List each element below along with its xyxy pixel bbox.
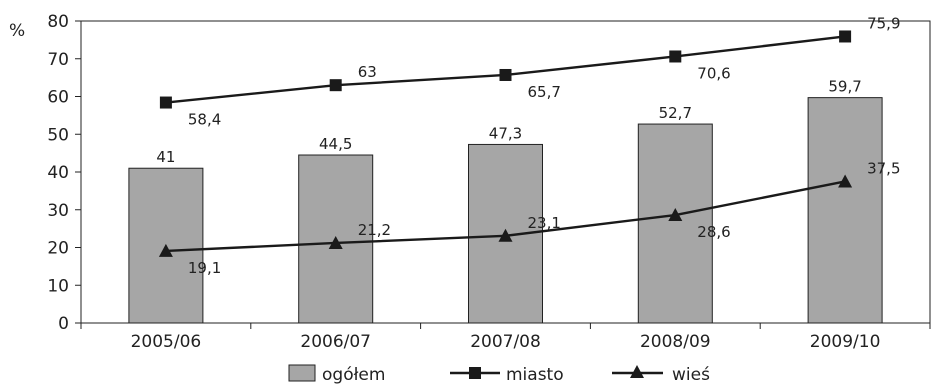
wies-data-label: 37,5 — [867, 159, 900, 177]
triangle-marker — [158, 243, 173, 257]
data-labels-group: 41 44,5 47,3 52,7 59,7 58,4 63 65,7 70,6 75,9 19,1… — [156, 14, 900, 276]
legend-square-marker — [469, 367, 481, 379]
lines-group — [158, 30, 853, 257]
wies-data-label: 23,1 — [528, 214, 561, 232]
square-marker — [159, 96, 172, 109]
y-tick-label: 70 — [47, 50, 69, 70]
miasto-data-label: 58,4 — [188, 111, 221, 129]
bar-data-label: 59,7 — [828, 78, 861, 96]
legend-label-wies: wieś — [672, 365, 710, 385]
legend-label-ogolem: ogółem — [322, 365, 385, 385]
triangle-marker — [668, 208, 683, 222]
miasto-data-label: 63 — [358, 63, 377, 81]
axes-group: 0 10 20 30 40 50 60 70 80 2005/06 2006/07 2007/08 20… — [47, 12, 931, 352]
y-tick-label: 10 — [47, 276, 69, 296]
miasto-data-label: 70,6 — [697, 64, 730, 82]
square-marker — [499, 68, 512, 81]
legend-bar-swatch — [288, 364, 316, 382]
bar-data-label: 52,7 — [659, 104, 692, 122]
bar — [128, 167, 204, 324]
miasto-data-label: 75,9 — [867, 14, 900, 32]
y-tick-label: 40 — [47, 163, 69, 183]
wies-data-label: 19,1 — [188, 259, 221, 277]
square-marker — [669, 50, 682, 63]
triangle-marker — [498, 228, 513, 242]
x-tick-label: 2008/09 — [640, 332, 711, 352]
y-tick-label: 20 — [47, 239, 69, 259]
bar — [807, 97, 883, 324]
x-tick-label: 2007/08 — [470, 332, 541, 352]
miasto-data-label: 65,7 — [528, 83, 561, 101]
y-tick-label: 60 — [47, 88, 69, 108]
bar-data-label: 47,3 — [489, 124, 522, 142]
x-tick-label: 2006/07 — [300, 332, 371, 352]
y-tick-label: 0 — [58, 314, 69, 334]
bar — [637, 123, 713, 324]
y-axis-label: % — [9, 21, 25, 41]
square-marker — [329, 79, 342, 92]
y-tick-label: 80 — [47, 12, 69, 32]
legend: ogółem miasto wieś — [288, 364, 710, 385]
triangle-marker — [838, 174, 853, 188]
wies-data-label: 21,2 — [358, 221, 391, 239]
x-tick-label: 2005/06 — [131, 332, 202, 352]
wies-data-label: 28,6 — [697, 223, 730, 241]
y-tick-label: 50 — [47, 125, 69, 145]
x-tick-label: 2009/10 — [810, 332, 881, 352]
legend-label-miasto: miasto — [506, 365, 564, 385]
square-marker — [839, 30, 852, 43]
bar-data-label: 44,5 — [319, 135, 352, 153]
y-tick-label: 30 — [47, 201, 69, 221]
legend-triangle-marker — [630, 365, 644, 378]
triangle-marker — [328, 235, 343, 249]
bar-data-label: 41 — [156, 148, 175, 166]
